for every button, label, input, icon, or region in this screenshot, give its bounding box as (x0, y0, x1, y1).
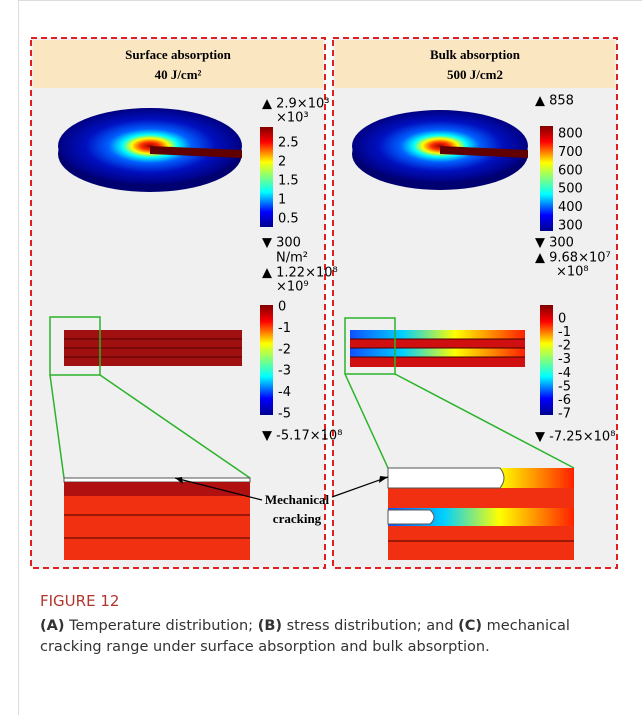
colorbar-tick: -1 (278, 321, 291, 336)
range-max: ▲ 2.9×10³ (262, 97, 329, 112)
caption-label: FIGURE 12 (40, 592, 620, 610)
panel-subtitle: 500 J/cm2 (447, 67, 503, 82)
scale: ×10³ (276, 111, 309, 126)
caption-part: (B) (258, 618, 282, 634)
caption-part: (C) (458, 618, 482, 634)
colorbar-tick: 0.5 (278, 212, 299, 227)
colorbar-tick: 2.5 (278, 136, 299, 151)
range-max: ▲ 9.68×10⁷ (535, 251, 611, 266)
panel-right: Bulk absorption 500 J/cm2 (333, 38, 617, 568)
scale: ×10⁸ (556, 265, 589, 280)
range-min: ▼ -5.17×10⁸ (262, 429, 342, 444)
caption: FIGURE 12 (A) Temperature distribution; … (40, 592, 620, 658)
colorbar-tick: -2 (278, 342, 291, 357)
caption-part: stress distribution; and (282, 618, 458, 634)
figure: Surface absorption 40 J/cm² Bulk absorpt… (0, 0, 642, 585)
colorbar-tick: -7 (558, 407, 571, 422)
colorbar-tick: 400 (558, 200, 583, 215)
colorbar-tick: -5 (278, 407, 291, 422)
panel-title: Surface absorption (125, 47, 232, 62)
colorbar-tick: 800 (558, 127, 583, 142)
colorbar-tick: 1 (278, 193, 286, 208)
range-max: ▲ 1.22×10⁸ (262, 266, 338, 281)
range-max: ▲ 858 (535, 94, 574, 109)
panel-subtitle: 40 J/cm² (155, 67, 202, 82)
colorbar-tick: 0 (278, 300, 286, 315)
colorbar-tick: 600 (558, 163, 583, 178)
colorbar-tick: 2 (278, 155, 286, 170)
caption-text: (A) Temperature distribution; (B) stress… (40, 616, 620, 658)
colorbar-tick: 500 (558, 182, 583, 197)
colorbar-tick: 1.5 (278, 174, 299, 189)
colorbar-tick: 300 (558, 219, 583, 234)
colorbar-tick: -3 (278, 364, 291, 379)
page: Surface absorption 40 J/cm² Bulk absorpt… (0, 0, 642, 714)
colorbar-tick: 700 (558, 145, 583, 160)
range-min: ▼ -7.25×10⁸ (535, 430, 615, 445)
annotation-text: cracking (273, 511, 322, 526)
caption-part: (A) (40, 618, 64, 634)
range-min: ▼ 300 (535, 236, 574, 251)
colorbar-tick: -4 (278, 385, 291, 400)
range-min: ▼ 300 (262, 236, 301, 251)
annotation-text: Mechanical (265, 492, 330, 507)
caption-part: Temperature distribution; (64, 618, 257, 634)
panel-title: Bulk absorption (430, 47, 521, 62)
scale: ×10⁹ (276, 280, 309, 295)
unit: N/m² (276, 251, 308, 266)
